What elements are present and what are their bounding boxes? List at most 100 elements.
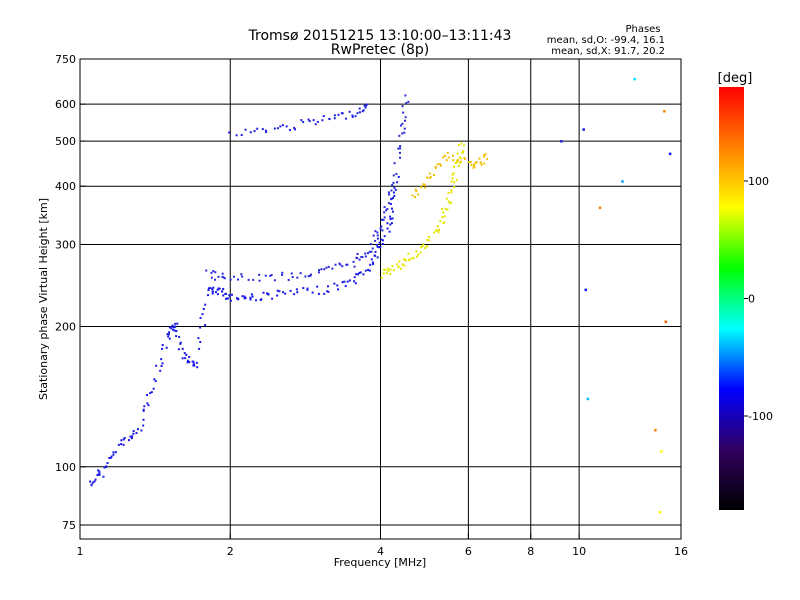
data-point — [410, 257, 413, 260]
data-point — [390, 198, 393, 201]
data-point — [276, 127, 279, 130]
data-point — [185, 353, 188, 356]
data-point — [323, 292, 326, 295]
data-point — [300, 119, 303, 122]
data-point — [98, 470, 101, 473]
data-point — [456, 158, 459, 161]
data-point — [416, 255, 419, 258]
data-point — [273, 279, 276, 282]
data-point — [450, 191, 453, 194]
data-point — [422, 183, 425, 186]
data-point — [427, 239, 430, 242]
data-point — [376, 237, 379, 240]
data-point — [221, 272, 224, 275]
data-point — [396, 263, 399, 266]
data-point — [457, 144, 460, 147]
data-point — [376, 234, 379, 237]
data-point — [371, 261, 374, 264]
data-point — [192, 362, 195, 365]
data-point — [293, 126, 296, 129]
data-point — [103, 466, 106, 469]
data-point — [216, 293, 219, 296]
data-point — [367, 268, 370, 271]
data-point — [421, 245, 424, 248]
data-point — [355, 273, 358, 276]
data-point — [383, 268, 386, 271]
data-point — [202, 308, 205, 311]
data-point — [389, 215, 392, 218]
data-point — [130, 437, 133, 440]
data-point — [393, 186, 396, 189]
data-point — [394, 188, 397, 191]
data-point — [362, 109, 365, 112]
data-point — [354, 282, 357, 285]
data-point — [129, 435, 132, 438]
data-point — [161, 344, 164, 347]
data-point — [451, 154, 454, 157]
data-point — [149, 392, 152, 395]
data-point — [302, 121, 305, 124]
data-point — [255, 299, 258, 302]
data-point — [424, 247, 427, 250]
data-point — [279, 125, 282, 128]
data-point — [345, 263, 348, 266]
data-point — [326, 290, 329, 293]
data-point — [425, 176, 428, 179]
data-point — [380, 225, 383, 228]
data-point — [341, 281, 344, 284]
data-point — [447, 156, 450, 159]
data-point — [188, 361, 191, 364]
data-point — [252, 278, 255, 281]
data-point — [420, 246, 423, 249]
data-point — [381, 243, 384, 246]
data-point — [209, 287, 212, 290]
data-point — [411, 194, 414, 197]
data-point — [376, 256, 379, 259]
data-point — [383, 216, 386, 219]
sparse-point — [584, 288, 588, 292]
data-point — [451, 173, 454, 176]
data-point — [240, 273, 243, 276]
data-point — [178, 335, 181, 338]
data-point — [376, 245, 379, 248]
colorbar-ticks: 100 0 -100 — [744, 175, 773, 423]
data-point — [312, 119, 315, 122]
data-point — [443, 154, 446, 157]
data-point — [456, 161, 459, 164]
data-point — [415, 250, 418, 253]
data-point — [414, 188, 417, 191]
y-tick-label: 400 — [55, 180, 76, 193]
data-point — [393, 269, 396, 272]
data-point — [420, 186, 423, 189]
data-point — [256, 127, 259, 130]
data-point — [439, 164, 442, 167]
data-point — [205, 269, 208, 272]
data-point — [399, 145, 402, 148]
data-point — [236, 298, 239, 301]
data-point — [172, 328, 175, 331]
data-point — [91, 481, 94, 484]
data-point — [294, 128, 297, 131]
data-point — [322, 115, 325, 118]
data-point — [433, 174, 436, 177]
data-point — [389, 273, 392, 276]
data-point — [417, 193, 420, 196]
data-point — [344, 117, 347, 120]
data-point — [318, 269, 321, 272]
data-point — [422, 243, 425, 246]
sparse-point — [582, 128, 585, 131]
data-point — [368, 269, 371, 272]
data-point — [261, 128, 264, 131]
data-point — [364, 104, 367, 107]
data-point — [295, 288, 298, 291]
data-point — [161, 362, 164, 365]
data-point — [383, 211, 386, 214]
data-point — [397, 266, 400, 269]
data-point — [389, 218, 392, 221]
data-point — [452, 165, 455, 168]
colorbar-label: [deg] — [718, 71, 753, 86]
data-point — [333, 117, 336, 120]
data-point — [460, 142, 463, 145]
data-point — [374, 254, 377, 257]
data-point — [404, 119, 407, 122]
